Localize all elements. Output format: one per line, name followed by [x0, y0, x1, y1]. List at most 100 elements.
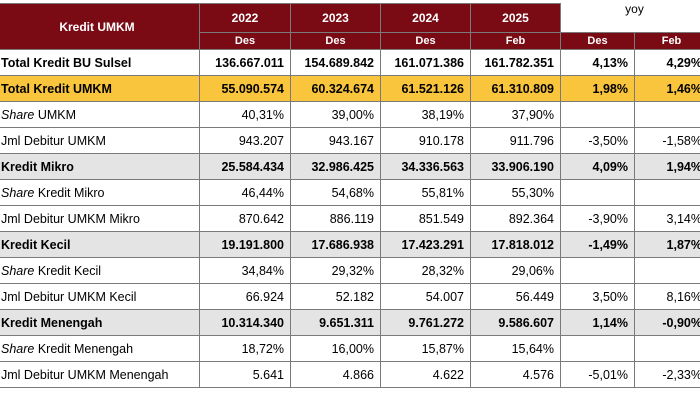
value-cell: 9.651.311 [290, 309, 381, 336]
table-row: Share Kredit Kecil 34,84% 29,32% 28,32% 29,0… [0, 257, 700, 284]
value-cell: 29,06% [470, 257, 561, 284]
value-cell: 54.007 [380, 283, 471, 310]
value-cell: 34,84% [199, 257, 291, 284]
row-label: Share Kredit Kecil [0, 257, 200, 284]
yoy-cell [634, 101, 700, 128]
row-label-text: Jml Debitur UMKM Menengah [1, 367, 169, 382]
row-label: Total Kredit BU Sulsel [0, 49, 200, 76]
value-cell: 32.986.425 [290, 153, 381, 180]
value-cell: 29,32% [290, 257, 381, 284]
row-label-italic: Share [1, 263, 35, 278]
yoy-cell: 1,87% [634, 231, 700, 258]
header-period-2023: Des [290, 32, 381, 50]
value-cell: 910.178 [380, 127, 471, 154]
value-cell: 55,30% [470, 179, 561, 206]
yoy-cell: -3,90% [560, 205, 635, 232]
table-row: Jml Debitur UMKM 943.207 943.167 910.178 911… [0, 127, 700, 154]
value-cell: 870.642 [199, 205, 291, 232]
value-cell: 4.866 [290, 361, 381, 388]
value-cell: 154.689.842 [290, 49, 381, 76]
value-cell: 851.549 [380, 205, 471, 232]
value-cell: 33.906.190 [470, 153, 561, 180]
value-cell: 18,72% [199, 335, 291, 362]
value-cell: 39,00% [290, 101, 381, 128]
yoy-cell: 8,16% [634, 283, 700, 310]
yoy-cell: 1,14% [560, 309, 635, 336]
header-yoy: yoy [560, 3, 700, 33]
yoy-cell: -0,90% [634, 309, 700, 336]
value-cell: 4.622 [380, 361, 471, 388]
value-cell: 943.167 [290, 127, 381, 154]
header-yoy-period-2025: Feb [634, 32, 700, 50]
header-period-2024: Des [380, 32, 471, 50]
table-row: Kredit Mikro 25.584.434 32.986.425 34.336.5… [0, 153, 700, 180]
value-cell: 9.586.607 [470, 309, 561, 336]
row-label-text: Kredit Menengah [34, 341, 134, 356]
row-label-text: Kredit Menengah [1, 315, 103, 330]
row-label-text: UMKM [34, 107, 77, 122]
value-cell: 19.191.800 [199, 231, 291, 258]
value-cell: 911.796 [470, 127, 561, 154]
yoy-cell: -1,58% [634, 127, 700, 154]
yoy-cell: 1,46% [634, 75, 700, 102]
table-row: Share Kredit Menengah 18,72% 16,00% 15,87% 1… [0, 335, 700, 362]
header-yoy-period-2024: Des [560, 32, 635, 50]
row-label: Jml Debitur UMKM Mikro [0, 205, 200, 232]
row-label-text: Jml Debitur UMKM Mikro [1, 211, 140, 226]
value-cell: 46,44% [199, 179, 291, 206]
table-row: Total Kredit UMKM 55.090.574 60.324.674 61.… [0, 75, 700, 102]
value-cell: 943.207 [199, 127, 291, 154]
header-period-2022: Des [199, 32, 291, 50]
yoy-cell [634, 335, 700, 362]
value-cell: 9.761.272 [380, 309, 471, 336]
value-cell: 161.071.386 [380, 49, 471, 76]
yoy-cell: 1,98% [560, 75, 635, 102]
yoy-cell [560, 179, 635, 206]
header-period-2025: Feb [470, 32, 561, 50]
table-row: Share UMKM 40,31% 39,00% 38,19% 37,90% [0, 101, 700, 128]
value-cell: 34.336.563 [380, 153, 471, 180]
value-cell: 17.423.291 [380, 231, 471, 258]
yoy-cell [634, 179, 700, 206]
row-label-italic: Share [1, 185, 35, 200]
row-label: Total Kredit UMKM [0, 75, 200, 102]
header-year-2025: 2025 [470, 3, 561, 33]
value-cell: 52.182 [290, 283, 381, 310]
value-cell: 38,19% [380, 101, 471, 128]
value-cell: 28,32% [380, 257, 471, 284]
value-cell: 66.924 [199, 283, 291, 310]
yoy-cell: -1,49% [560, 231, 635, 258]
table-row: Jml Debitur UMKM Mikro 870.642 886.119 851.… [0, 205, 700, 232]
table-row: Kredit Kecil 19.191.800 17.686.938 17.423.2… [0, 231, 700, 258]
header-year-2024: 2024 [380, 3, 471, 33]
value-cell: 61.521.126 [380, 75, 471, 102]
value-cell: 10.314.340 [199, 309, 291, 336]
header-title: Kredit UMKM [0, 3, 200, 50]
umkm-credit-table: Kredit UMKM 2022 2023 2024 2025 yoy Des … [0, 3, 700, 388]
header-yoy-label: yoy [625, 3, 644, 17]
value-cell: 16,00% [290, 335, 381, 362]
row-label: Jml Debitur UMKM [0, 127, 200, 154]
row-label: Jml Debitur UMKM Kecil [0, 283, 200, 310]
row-label: Share Kredit Menengah [0, 335, 200, 362]
value-cell: 15,87% [380, 335, 471, 362]
yoy-cell: 1,94% [634, 153, 700, 180]
value-cell: 15,64% [470, 335, 561, 362]
value-cell: 892.364 [470, 205, 561, 232]
value-cell: 40,31% [199, 101, 291, 128]
row-label-text: Kredit Kecil [1, 237, 71, 252]
header-year-2022: 2022 [199, 3, 291, 33]
row-label-text: Total Kredit UMKM [1, 81, 112, 96]
yoy-cell: -3,50% [560, 127, 635, 154]
yoy-cell: 4,09% [560, 153, 635, 180]
value-cell: 161.782.351 [470, 49, 561, 76]
yoy-cell: -2,33% [634, 361, 700, 388]
value-cell: 5.641 [199, 361, 291, 388]
value-cell: 4.576 [470, 361, 561, 388]
yoy-cell [560, 335, 635, 362]
row-label: Kredit Mikro [0, 153, 200, 180]
table-row: Jml Debitur UMKM Menengah 5.641 4.866 4.622… [0, 361, 700, 388]
row-label: Share UMKM [0, 101, 200, 128]
yoy-cell: 3,50% [560, 283, 635, 310]
table-row: Share Kredit Mikro 46,44% 54,68% 55,81% 55,3… [0, 179, 700, 206]
